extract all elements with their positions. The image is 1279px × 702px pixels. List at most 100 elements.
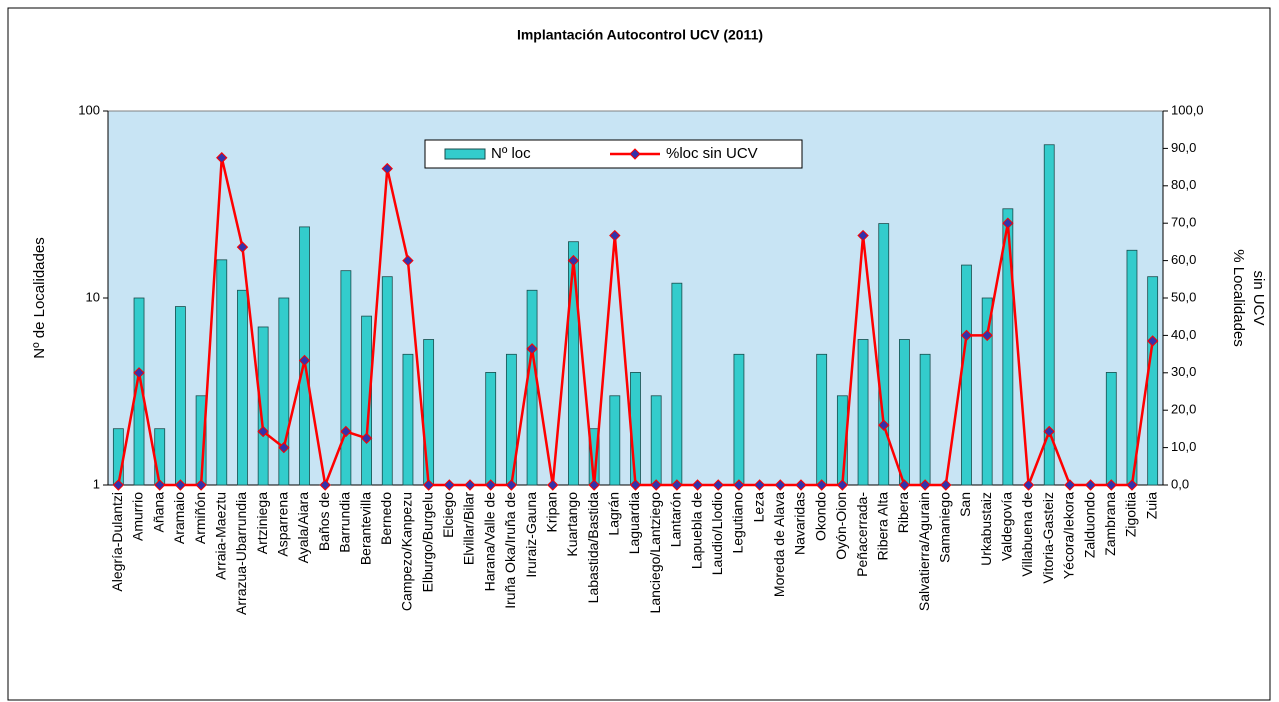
y2-tick-label: 100,0 <box>1171 102 1204 117</box>
bar <box>609 395 621 486</box>
x-tick-label: Valdegovía <box>999 492 1015 561</box>
bar <box>919 353 931 486</box>
bar <box>671 282 683 486</box>
x-tick-label: Aramaio <box>171 492 187 544</box>
bar <box>899 339 910 486</box>
x-tick-label: Zigoitia <box>1123 492 1139 537</box>
y-tick-label: 10 <box>86 289 100 304</box>
marker <box>236 241 249 253</box>
marker <box>1002 217 1014 229</box>
marker <box>815 479 828 491</box>
y-tick-label: 1 <box>93 476 100 491</box>
x-tick-label: Lapuebla de <box>688 492 704 569</box>
x-tick-label: Baños de <box>316 492 332 551</box>
x-tick-label: Oyón-Oion <box>833 492 849 560</box>
bar <box>278 297 290 486</box>
bar <box>961 264 972 486</box>
x-tick-label: Zuia <box>1143 492 1159 519</box>
x-tick-label: Asparrena <box>275 492 291 557</box>
bar <box>154 428 166 486</box>
x-tick-label: Elvillar/Bilar <box>461 492 477 565</box>
y2-tick-label: 40,0 <box>1171 327 1196 342</box>
bar <box>361 315 372 486</box>
bar <box>650 395 662 486</box>
x-tick-label: Urkabustaiz <box>978 492 994 566</box>
marker <box>505 479 518 491</box>
bar <box>340 270 352 486</box>
x-tick-label: Kuartango <box>564 492 580 557</box>
y2-tick-label: 80,0 <box>1171 177 1196 192</box>
y2-tick-label: 70,0 <box>1171 215 1196 230</box>
y2-tick-label: 50,0 <box>1171 289 1196 304</box>
x-tick-label: Artziniega <box>254 492 270 554</box>
marker <box>216 152 228 164</box>
x-tick-label: Leza <box>750 492 766 523</box>
bar <box>485 372 497 486</box>
y2-axis-label: % Localidades <box>1230 249 1247 347</box>
x-tick-label: Navaridas <box>792 492 808 555</box>
x-tick-label: Bernedo <box>378 492 394 545</box>
marker <box>526 343 538 355</box>
bar <box>402 353 414 486</box>
x-tick-label: Laudio/Llodio <box>709 492 725 576</box>
x-tick-label: Zambrana <box>1102 492 1118 556</box>
bar <box>423 339 435 486</box>
x-tick-label: Arrazua-Ubarrundia <box>233 492 249 615</box>
marker <box>1022 479 1035 491</box>
bar <box>981 297 993 486</box>
marker <box>1084 479 1097 491</box>
marker <box>464 479 476 491</box>
x-tick-label: Barrundia <box>337 492 353 553</box>
marker <box>319 479 331 491</box>
x-tick-label: Berantevilla <box>357 492 373 565</box>
x-tick-label: Elciego <box>440 492 456 538</box>
x-tick-label: Moreda de Alava <box>771 492 787 597</box>
marker <box>960 329 973 342</box>
x-tick-label: Legutiano <box>730 492 746 554</box>
marker <box>298 354 311 367</box>
x-tick-label: Ribera <box>895 492 911 533</box>
x-tick-label: Okondo <box>812 492 828 541</box>
marker <box>671 479 683 491</box>
bar <box>112 428 124 486</box>
marker <box>547 479 559 491</box>
x-tick-label: Lantarón <box>668 492 684 547</box>
marker <box>1126 479 1138 491</box>
x-tick-label: Zalduondo <box>1081 492 1097 558</box>
x-tick-label: Arraia-Maeztu <box>212 492 228 580</box>
bar <box>878 223 890 486</box>
legend-label: Nº loc <box>491 145 531 162</box>
y2-tick-label: 90,0 <box>1171 140 1196 155</box>
bar <box>133 297 145 486</box>
y2-tick-label: 10,0 <box>1171 439 1196 454</box>
marker <box>1064 479 1076 491</box>
marker <box>629 479 642 491</box>
y2-tick-label: 0,0 <box>1171 476 1189 491</box>
marker <box>402 254 414 267</box>
bar <box>257 326 269 486</box>
x-tick-label: Lanciego/Lantziego <box>647 492 663 614</box>
marker <box>133 367 145 379</box>
bar <box>1126 249 1138 486</box>
marker <box>774 479 787 491</box>
marker <box>609 229 621 242</box>
bar <box>816 353 828 486</box>
marker <box>940 479 952 491</box>
x-tick-label: Peñacerrada- <box>854 492 870 577</box>
y-axis-label: Nº de Localidades <box>31 237 48 358</box>
marker <box>422 479 435 491</box>
x-tick-label: Labastida/Bastida <box>585 492 601 604</box>
bar <box>1147 276 1159 486</box>
marker <box>257 425 269 438</box>
bar <box>1043 144 1055 486</box>
legend-swatch <box>444 148 486 160</box>
bar <box>857 339 869 486</box>
marker <box>567 254 580 267</box>
x-tick-label: Yécora/Iekora <box>1061 492 1077 579</box>
x-tick-label: San <box>957 492 973 517</box>
bar <box>568 241 579 486</box>
marker <box>795 479 807 491</box>
bar <box>1105 372 1117 486</box>
marker <box>981 329 993 342</box>
